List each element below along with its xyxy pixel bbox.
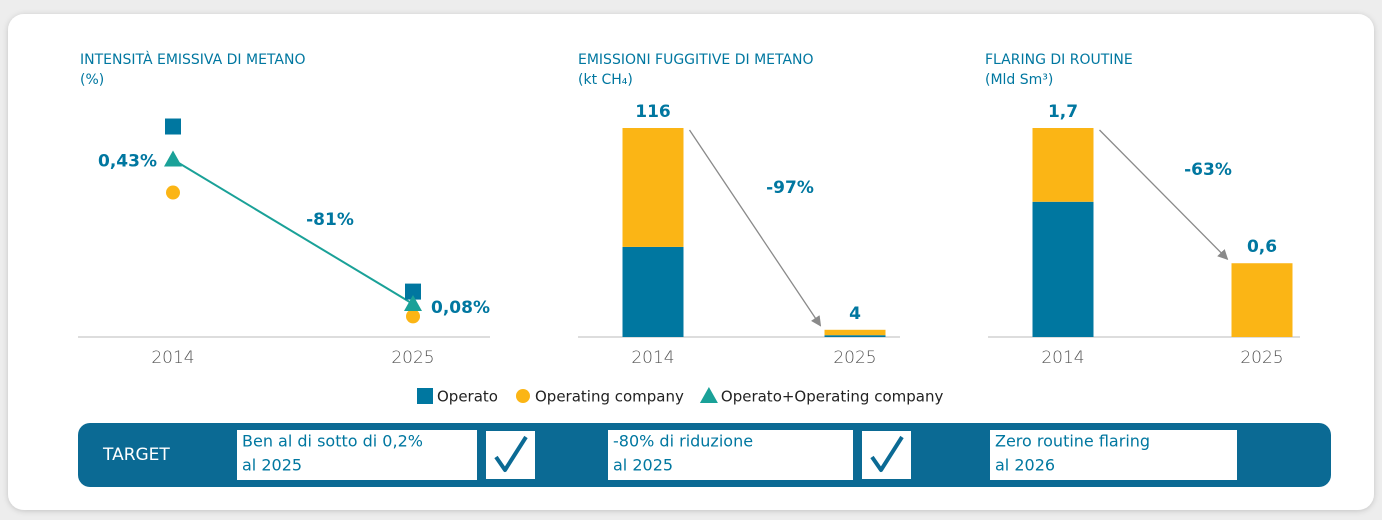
bar-segment	[622, 246, 684, 337]
triangle-marker	[699, 387, 718, 403]
target-label: TARGET	[102, 445, 170, 465]
square-marker	[165, 118, 181, 135]
bar-segment	[824, 329, 886, 336]
check-mark	[494, 435, 528, 472]
bar-segment	[1032, 201, 1094, 337]
legend-label: Operating company	[535, 388, 684, 406]
trend-arrow	[688, 129, 822, 327]
bar-segment	[824, 335, 886, 337]
value-label: 0,08%	[431, 298, 490, 318]
square-marker	[405, 283, 421, 300]
trend-arrow	[1099, 129, 1229, 260]
triangle-marker	[164, 150, 182, 167]
legend-label: Operato+Operating company	[721, 388, 944, 406]
target-text: al 2025	[613, 456, 673, 475]
series-line	[172, 158, 414, 305]
chart-subtitle: (Mld Sm³)	[985, 72, 1053, 88]
chart-subtitle: (%)	[80, 72, 104, 88]
target-text: al 2025	[242, 456, 302, 475]
change-annotation: -97%	[766, 178, 814, 198]
chart-title: EMISSIONI FUGGITIVE DI METANO	[578, 52, 814, 68]
bar-segment	[622, 128, 684, 247]
square-marker	[417, 388, 433, 404]
x-tick-label: 2014	[631, 348, 674, 368]
target-text: Zero routine flaring	[995, 432, 1150, 451]
change-annotation: -81%	[306, 210, 354, 230]
triangle-marker	[404, 294, 422, 311]
legend-label: Operato	[437, 388, 498, 406]
chart-title: INTENSITÀ EMISSIVA DI METANO	[80, 51, 305, 68]
target-box	[237, 430, 477, 480]
check-box	[862, 431, 911, 479]
circle-marker	[515, 389, 530, 403]
circle-marker	[166, 185, 180, 200]
total-label: 116	[635, 102, 671, 122]
total-label: 0,6	[1247, 237, 1277, 257]
target-text: Ben al di sotto di 0,2%	[242, 432, 423, 451]
x-tick-label: 2025	[391, 348, 434, 368]
chart-subtitle: (kt CH₄)	[578, 72, 633, 88]
target-text: al 2026	[995, 456, 1055, 475]
total-label: 1,7	[1048, 102, 1078, 122]
change-annotation: -63%	[1184, 160, 1232, 180]
x-tick-label: 2025	[833, 348, 876, 368]
circle-marker	[406, 309, 420, 324]
x-tick-label: 2014	[1041, 348, 1084, 368]
bar-segment	[1231, 263, 1293, 337]
value-label: 0,43%	[98, 152, 157, 172]
total-label: 4	[849, 304, 861, 324]
bar-segment	[1032, 128, 1094, 202]
target-box	[608, 430, 853, 480]
check-mark	[870, 435, 904, 472]
x-tick-label: 2025	[1240, 348, 1283, 368]
target-text: -80% di riduzione	[613, 432, 753, 451]
target-box	[990, 430, 1237, 480]
chart-title: FLARING DI ROUTINE	[985, 52, 1133, 68]
x-tick-label: 2014	[151, 348, 194, 368]
check-box	[486, 431, 535, 479]
